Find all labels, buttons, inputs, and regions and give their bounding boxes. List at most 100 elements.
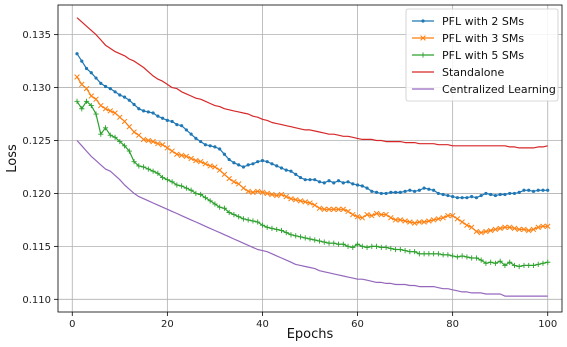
data-point bbox=[370, 189, 374, 193]
data-point bbox=[455, 196, 459, 200]
data-point bbox=[183, 153, 190, 160]
data-point bbox=[221, 205, 228, 211]
data-point bbox=[150, 168, 156, 174]
data-point bbox=[240, 185, 247, 191]
data-point bbox=[80, 59, 84, 63]
data-point bbox=[99, 81, 103, 85]
data-point bbox=[255, 219, 261, 225]
data-point bbox=[546, 188, 550, 192]
data-point bbox=[236, 214, 242, 220]
data-point bbox=[317, 180, 322, 184]
data-point bbox=[392, 246, 399, 253]
data-point bbox=[159, 141, 166, 148]
data-point bbox=[492, 260, 499, 266]
y-tick-label: 0.110 bbox=[22, 295, 51, 306]
data-point bbox=[449, 212, 456, 219]
data-point bbox=[221, 171, 228, 178]
data-point bbox=[427, 187, 431, 191]
data-point bbox=[74, 98, 80, 104]
data-point bbox=[146, 110, 150, 114]
data-point bbox=[283, 230, 289, 236]
data-point bbox=[297, 234, 304, 240]
data-point bbox=[174, 182, 180, 188]
data-point bbox=[498, 192, 502, 197]
axis-ticks: 0 20 40 60 80 100 0.110 0.115 0.120 0.125 0.130 0.1… bbox=[22, 30, 557, 330]
data-point bbox=[264, 224, 270, 230]
data-point bbox=[132, 102, 136, 107]
data-point bbox=[126, 148, 132, 154]
data-point bbox=[540, 260, 546, 266]
data-point bbox=[503, 192, 507, 197]
data-point bbox=[345, 243, 351, 249]
legend-label: PFL with 3 SMs bbox=[442, 32, 524, 45]
data-point bbox=[170, 119, 174, 124]
data-point bbox=[189, 132, 193, 136]
data-point bbox=[521, 262, 527, 269]
data-point bbox=[544, 223, 551, 230]
data-point bbox=[212, 201, 218, 207]
legend-label: PFL with 2 SMs bbox=[442, 15, 524, 28]
data-point bbox=[459, 219, 465, 225]
data-point bbox=[288, 195, 294, 202]
data-point bbox=[108, 87, 112, 91]
data-point bbox=[470, 195, 474, 199]
data-point bbox=[497, 225, 503, 232]
data-point bbox=[440, 252, 446, 258]
data-point bbox=[497, 258, 503, 264]
data-point bbox=[151, 111, 155, 115]
data-point bbox=[431, 251, 437, 257]
data-point bbox=[169, 148, 175, 154]
x-tick-label: 80 bbox=[446, 319, 459, 330]
data-point bbox=[150, 138, 156, 145]
data-point bbox=[93, 111, 99, 117]
data-point bbox=[198, 191, 204, 198]
data-point bbox=[441, 192, 445, 197]
data-point bbox=[137, 107, 141, 111]
data-point bbox=[308, 178, 312, 182]
legend-item: Standalone bbox=[412, 66, 504, 79]
series-line bbox=[76, 76, 548, 234]
data-point bbox=[488, 259, 494, 265]
data-point bbox=[468, 224, 475, 231]
data-point bbox=[331, 240, 337, 246]
data-point bbox=[83, 98, 90, 104]
data-point bbox=[426, 251, 432, 257]
data-point bbox=[298, 175, 303, 180]
data-point bbox=[359, 243, 365, 249]
data-point bbox=[487, 227, 494, 234]
data-point bbox=[525, 227, 532, 234]
data-point bbox=[188, 187, 194, 193]
data-point bbox=[161, 116, 165, 120]
data-point bbox=[83, 85, 90, 92]
legend-item: PFL with 2 SMs bbox=[412, 15, 524, 28]
data-point bbox=[360, 184, 364, 188]
data-point bbox=[393, 190, 398, 194]
data-point bbox=[474, 196, 479, 200]
data-point bbox=[180, 124, 184, 128]
data-point bbox=[245, 217, 251, 223]
data-point bbox=[435, 216, 442, 222]
data-point bbox=[75, 52, 79, 56]
data-point bbox=[322, 181, 326, 185]
data-point bbox=[274, 226, 280, 233]
data-point bbox=[121, 118, 128, 125]
data-point bbox=[312, 237, 318, 243]
data-point bbox=[502, 224, 508, 231]
data-point bbox=[160, 174, 166, 181]
data-point bbox=[199, 139, 203, 144]
data-point bbox=[378, 244, 384, 251]
data-point bbox=[126, 123, 133, 130]
data-point bbox=[540, 223, 546, 230]
data-point bbox=[269, 191, 275, 198]
data-point bbox=[403, 189, 407, 193]
plot-frame bbox=[57, 4, 563, 313]
data-point bbox=[231, 179, 237, 185]
data-point bbox=[389, 190, 393, 194]
data-point bbox=[164, 177, 170, 183]
data-point bbox=[340, 241, 346, 247]
data-point bbox=[231, 212, 237, 218]
data-point bbox=[212, 164, 218, 170]
series-line bbox=[76, 53, 548, 199]
data-point bbox=[254, 188, 261, 195]
